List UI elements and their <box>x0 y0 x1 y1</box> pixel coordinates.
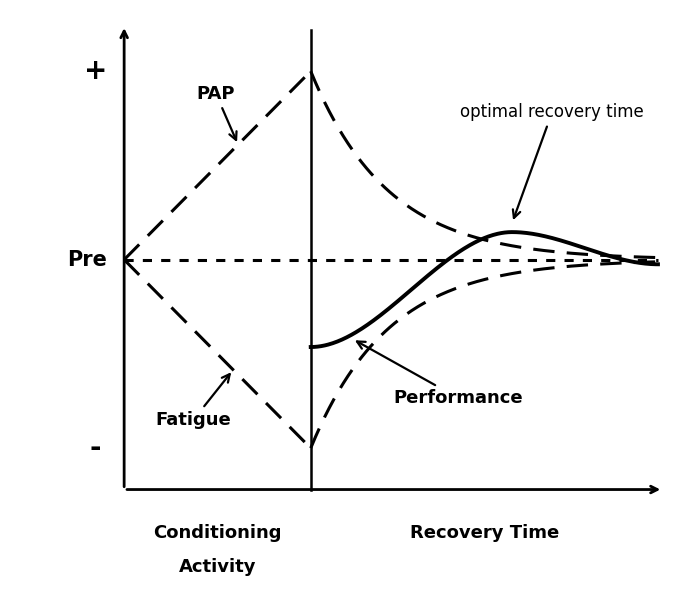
Text: PAP: PAP <box>196 85 236 140</box>
Text: Fatigue: Fatigue <box>155 374 231 429</box>
Text: Recovery Time: Recovery Time <box>410 524 559 542</box>
Text: optimal recovery time: optimal recovery time <box>460 103 644 218</box>
Text: -: - <box>90 434 101 462</box>
Text: +: + <box>84 57 107 85</box>
Text: Conditioning: Conditioning <box>153 524 282 542</box>
Text: Activity: Activity <box>178 558 256 577</box>
Text: Performance: Performance <box>357 342 524 408</box>
Text: Pre: Pre <box>67 250 107 269</box>
